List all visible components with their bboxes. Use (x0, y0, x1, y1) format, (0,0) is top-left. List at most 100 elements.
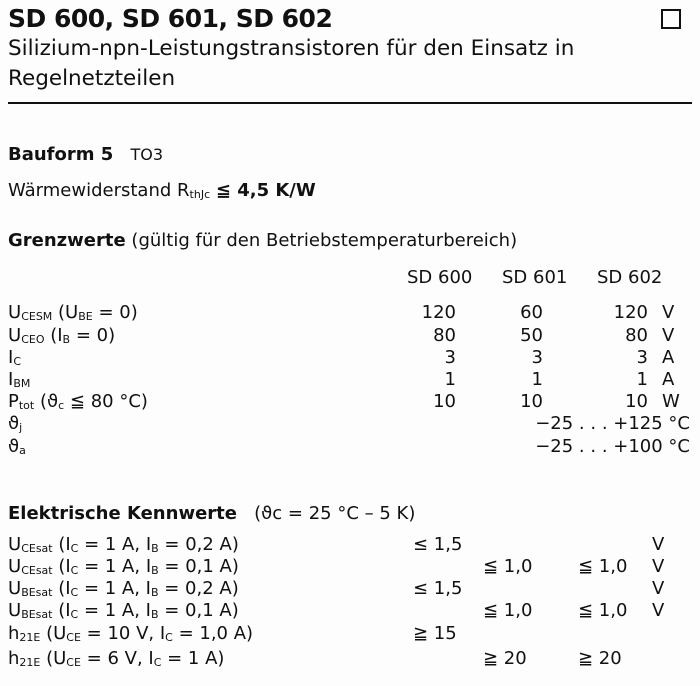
label-part: (ϑ (34, 391, 59, 412)
table-row: UCESM (UBE = 0) 120 60 120 V (8, 302, 698, 324)
subtitle-line-1: Silizium-npn-Leistungstransistoren für d… (8, 36, 575, 61)
unit-cell: V (652, 578, 665, 599)
value-cell: 10 (433, 391, 456, 412)
divider (8, 102, 692, 104)
label-part: C (70, 608, 79, 621)
label-part: (U (52, 302, 79, 323)
label-part: a (19, 444, 26, 457)
table-row: UCEsat (IC = 1 A, IB = 0,1 A) ≦ 1,0 ≦ 1,0 V (8, 556, 698, 578)
row-label: h21E (UCE = 10 V, IC = 1,0 A) (8, 623, 253, 644)
label-part: U (8, 302, 22, 323)
label-part: BM (13, 377, 31, 390)
value-cell: 10 (520, 391, 543, 412)
label-part: C (153, 656, 162, 669)
unit-cell: V (662, 325, 675, 346)
value-cell: ≦ 1,0 (483, 600, 533, 621)
label-part: = 1 A, I (78, 556, 152, 577)
label-part: C (70, 542, 79, 555)
label-part: U (8, 600, 22, 621)
label-part: = 0,1 A) (158, 556, 239, 577)
value-cell: 3 (444, 347, 456, 368)
bauform: Bauform 5 TO3 (8, 144, 163, 165)
unit-cell: V (652, 534, 665, 555)
label-part: tot (18, 399, 35, 412)
value-cell: ≧ 15 (413, 623, 457, 644)
label-part: B (151, 564, 159, 577)
label-part: c (58, 399, 65, 412)
label-part: (U (40, 648, 67, 669)
value-cell: 120 (421, 302, 456, 323)
label-part: = 1 A) (161, 648, 225, 669)
label-part: = 1 A, I (78, 600, 151, 621)
row-label: h21E (UCE = 6 V, IC = 1 A) (8, 648, 224, 669)
value-cell: 1 (531, 369, 543, 390)
thermal-label: Wärmewiderstand (8, 180, 172, 201)
table-row: ϑa −25 . . . +100 °C (8, 436, 698, 458)
table-row: IBM 1 1 1 A (8, 369, 698, 391)
unit-cell: V (652, 600, 665, 621)
bauform-value: TO3 (130, 145, 164, 164)
label-part: = 0,1 A) (158, 600, 239, 621)
table-row: IC 3 3 3 A (8, 347, 698, 369)
label-part: B (151, 542, 159, 555)
row-label: ϑj (8, 413, 22, 434)
kennwerte-heading: Elektrische Kennwerte (ϑc = 25 °C – 5 K) (8, 503, 415, 524)
row-label: UCESM (UBE = 0) (8, 302, 138, 323)
unit-cell: W (662, 391, 680, 412)
label-part: U (8, 578, 22, 599)
table-row: Ptot (ϑc ≦ 80 °C) 10 10 10 W (8, 391, 698, 413)
grenzwerte-title: Grenzwerte (8, 230, 126, 251)
label-part: C (70, 564, 79, 577)
thermal-symbol-sub: thJc (189, 188, 211, 201)
label-part: ϑ (8, 413, 20, 434)
label-part: CEsat (21, 542, 53, 555)
row-label: UBEsat (IC = 1 A, IB = 0,1 A) (8, 600, 239, 621)
row-label: UCEO (IB = 0) (8, 325, 115, 346)
label-part: ϑ (8, 436, 20, 457)
label-part: = 1 A, I (78, 534, 152, 555)
row-label: UBEsat (IC = 1 A, IB = 0,2 A) (8, 578, 239, 599)
page-title: SD 600, SD 601, SD 602 (8, 4, 333, 33)
label-part: BE (78, 310, 93, 323)
value-cell: 3 (636, 347, 648, 368)
value-cell: ≤ 1,5 (413, 534, 463, 555)
label-part: U (8, 325, 22, 346)
row-label: UCEsat (IC = 1 A, IB = 0,2 A) (8, 534, 239, 555)
label-part: = 1 A, I (78, 578, 151, 599)
label-part: 21E (19, 656, 41, 669)
kennwerte-condition: (ϑc = 25 °C – 5 K) (254, 503, 416, 524)
label-part: U (8, 534, 22, 555)
table-row: UCEO (IB = 0) 80 50 80 V (8, 325, 698, 347)
value-cell: ≤ 1,5 (413, 578, 463, 599)
grenzwerte-note: (gültig für den Betriebstemperaturbereic… (131, 230, 518, 251)
value-cell: ≧ 20 (578, 648, 622, 669)
row-label: ϑa (8, 436, 26, 457)
value-cell: 50 (520, 325, 543, 346)
label-part: CEO (21, 333, 45, 346)
column-header-sd601: SD 601 (502, 267, 568, 288)
table-row: UBEsat (IC = 1 A, IB = 0,1 A) ≦ 1,0 ≦ 1,0 V (8, 600, 698, 622)
label-part: C (165, 631, 173, 644)
row-label: Ptot (ϑc ≦ 80 °C) (8, 391, 148, 412)
thermal-resistance: Wärmewiderstand RthJc ≦ 4,5 K/W (8, 180, 316, 201)
column-header-sd602: SD 602 (597, 267, 663, 288)
value-cell: 80 (433, 325, 456, 346)
thermal-value: ≦ 4,5 K/W (215, 180, 316, 201)
label-part: (I (52, 556, 71, 577)
value-cell: 80 (625, 325, 648, 346)
label-part: = 0,2 A) (158, 578, 239, 599)
label-part: (I (52, 534, 71, 555)
row-label: IBM (8, 369, 30, 390)
column-header-sd600: SD 600 (407, 267, 473, 288)
bauform-label: Bauform 5 (8, 144, 114, 165)
label-part: = 0,2 A) (158, 534, 239, 555)
value-cell: ≧ 20 (483, 648, 527, 669)
checkbox-square-icon (661, 9, 681, 29)
range-cell: −25 . . . +125 °C (535, 413, 690, 434)
label-part: (I (44, 325, 63, 346)
value-cell: 120 (613, 302, 648, 323)
thermal-symbol: R (177, 180, 190, 201)
value-cell: 1 (444, 369, 456, 390)
label-part: B (150, 586, 159, 599)
unit-cell: V (652, 556, 665, 577)
